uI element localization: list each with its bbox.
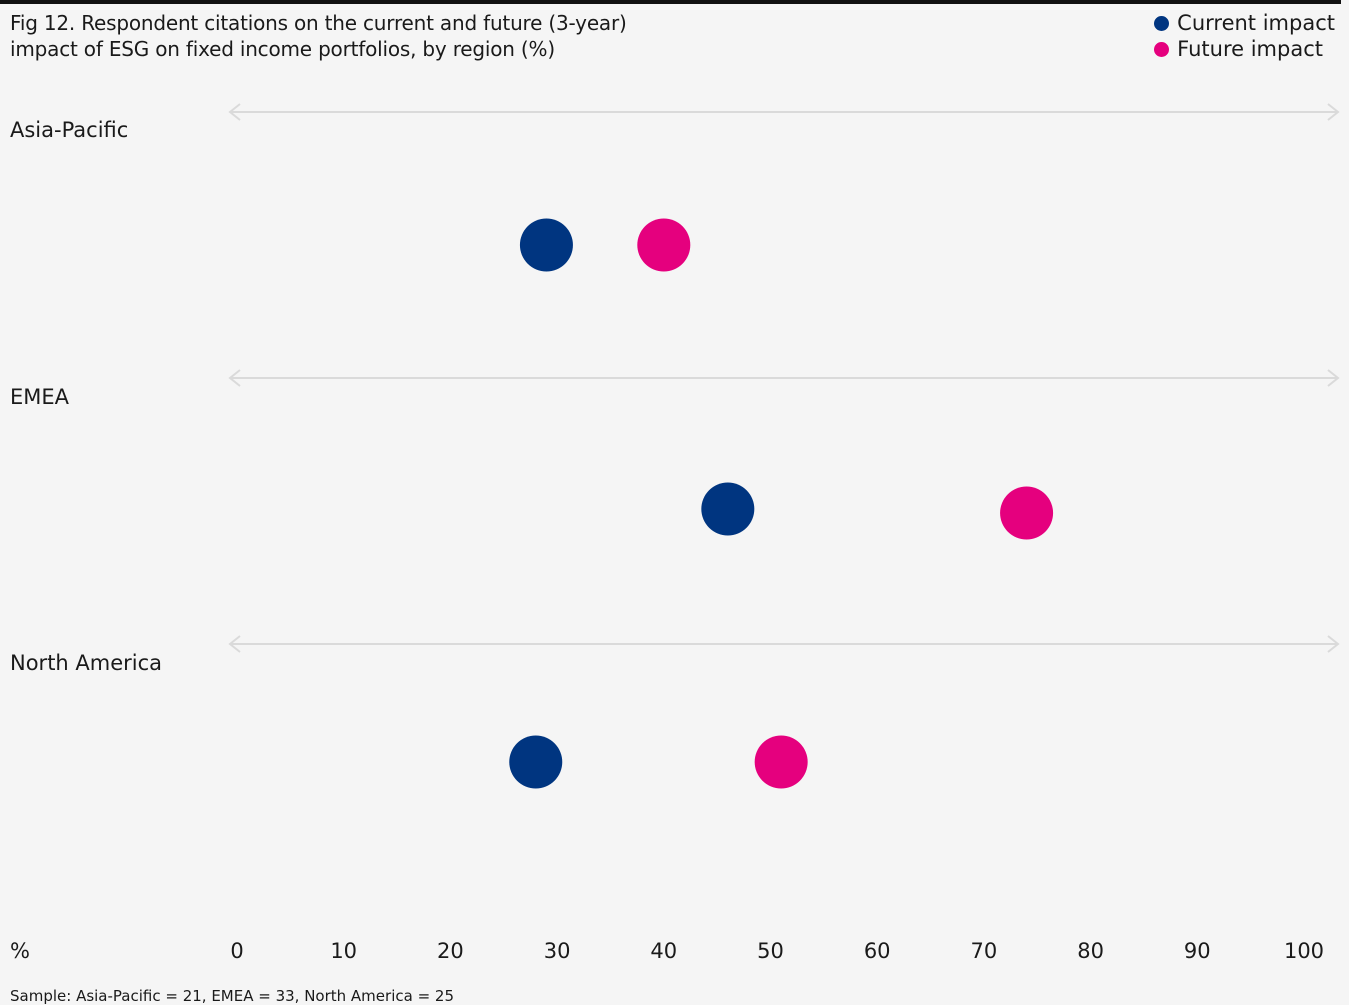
- legend-label-current: Current impact: [1177, 11, 1335, 35]
- legend-label-future: Future impact: [1177, 37, 1323, 61]
- range-guide-1: [228, 369, 1340, 387]
- legend: Current impact Future impact: [1154, 10, 1335, 62]
- sample-note: Sample: Asia-Pacific = 21, EMEA = 33, No…: [10, 987, 454, 1005]
- range-guide-2: [228, 635, 1340, 653]
- x-tick-label-50: 50: [757, 939, 784, 963]
- legend-swatch-current: [1154, 15, 1170, 31]
- x-tick-label-100: 100: [1283, 939, 1325, 963]
- dot-current-emea: [701, 482, 755, 536]
- chart-title: Fig 12. Respondent citations on the curr…: [10, 10, 910, 62]
- x-tick-label-80: 80: [1077, 939, 1104, 963]
- legend-item-current: Current impact: [1154, 10, 1335, 36]
- x-tick-label-70: 70: [970, 939, 998, 963]
- x-tick-label-40: 40: [650, 939, 678, 963]
- region-label-north-america: North America: [10, 651, 163, 675]
- dot-future-emea: [1000, 486, 1054, 540]
- x-tick-label-90: 90: [1183, 939, 1211, 963]
- x-tick-label-30: 30: [543, 939, 571, 963]
- top-rule: [0, 0, 1341, 4]
- region-label-asia-pacific: Asia-Pacific: [10, 118, 129, 142]
- x-tick-label-0: 0: [230, 939, 244, 963]
- legend-swatch-future: [1154, 41, 1170, 57]
- dot-current-asia-pacific: [519, 218, 573, 272]
- x-tick-label-60: 60: [863, 939, 891, 963]
- x-tick-label-20: 20: [437, 939, 464, 963]
- range-guide-0: [228, 103, 1340, 121]
- chart-title-line-2: impact of ESG on fixed income portfolios…: [10, 37, 555, 61]
- dot-current-north-america: [509, 735, 563, 789]
- chart-title-line-1: Fig 12. Respondent citations on the curr…: [10, 11, 627, 35]
- x-tick-label-10: 10: [330, 939, 358, 963]
- dot-future-asia-pacific: [637, 218, 691, 272]
- region-label-emea: EMEA: [10, 385, 70, 409]
- dot-future-north-america: [754, 735, 808, 789]
- axis-unit-label: %: [10, 939, 30, 963]
- legend-item-future: Future impact: [1154, 36, 1335, 62]
